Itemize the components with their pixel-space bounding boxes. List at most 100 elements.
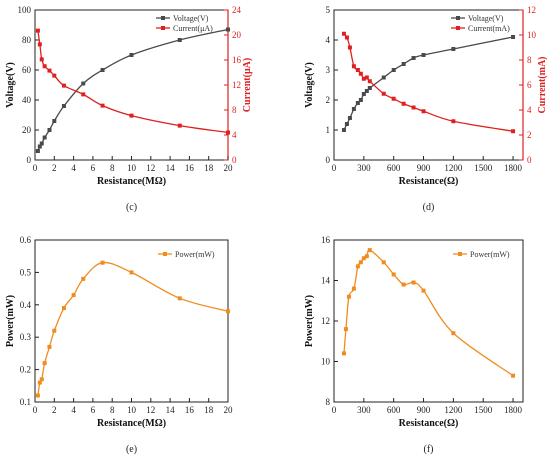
data-point	[401, 282, 406, 287]
x-tick-label: 1500	[474, 405, 493, 415]
data-point	[355, 101, 360, 105]
panel-label: (f)	[424, 444, 434, 455]
y2-tick-label: 8	[527, 55, 532, 65]
y-tick-label: 2	[326, 95, 331, 105]
x-tick-label: 14	[166, 163, 176, 173]
data-point	[367, 79, 372, 84]
data-point	[35, 28, 40, 33]
data-point	[35, 149, 40, 153]
data-point	[42, 64, 47, 69]
data-point	[391, 272, 396, 277]
legend-swatch-marker	[161, 26, 165, 30]
data-point	[61, 104, 66, 108]
y-axis-title: Voltage(V)	[304, 62, 315, 108]
y-tick-label: 0	[27, 155, 32, 165]
data-point	[177, 296, 182, 301]
data-point	[361, 256, 366, 261]
y-tick-label: 1	[326, 125, 331, 135]
data-point	[341, 128, 346, 132]
panel-label: (e)	[126, 444, 137, 455]
x-tick-label: 12	[146, 405, 155, 415]
x-tick-label: 300	[357, 163, 371, 173]
legend-swatch-marker	[161, 16, 165, 20]
y-tick-label: 60	[22, 65, 32, 75]
data-point	[451, 119, 456, 124]
data-point	[226, 130, 230, 135]
data-point	[421, 109, 426, 114]
legend-label: Power(mW)	[470, 250, 510, 259]
plot-frame	[34, 239, 229, 403]
x-tick-label: 1500	[474, 163, 493, 173]
data-point	[100, 68, 105, 72]
data-point	[358, 260, 363, 265]
data-point	[358, 71, 363, 76]
data-point	[381, 75, 386, 80]
x-tick-label: 0	[332, 405, 337, 415]
y2-axis-title: Current(mA)	[537, 56, 548, 113]
panel-label: (d)	[423, 202, 435, 213]
x-tick-label: 18	[204, 163, 214, 173]
data-point	[511, 35, 516, 39]
y-tick-label: 100	[18, 5, 32, 15]
y-tick-label: 4	[326, 35, 331, 45]
y-tick-label: 40	[22, 95, 32, 105]
data-point	[52, 73, 57, 78]
x-tick-label: 18	[204, 405, 214, 415]
data-point	[421, 288, 426, 293]
y-tick-label: 0.3	[20, 332, 32, 342]
y2-tick-label: 0	[232, 155, 237, 165]
chart-panel-e: 0 2 4 6 8 10 12 14 16 18 20 0.1 0.2 0.3 0.4 0.5 0.6 Resis…	[5, 235, 233, 455]
x-tick-label: 6	[91, 405, 96, 415]
series-0	[341, 248, 516, 378]
x-axis-title: Resistance(MΩ)	[97, 418, 166, 429]
data-point	[451, 47, 456, 51]
data-point	[411, 280, 416, 285]
x-tick-label: 1800	[504, 405, 523, 415]
data-point	[35, 393, 40, 398]
data-point	[341, 351, 346, 356]
data-point	[61, 306, 66, 311]
x-tick-label: 600	[387, 405, 401, 415]
chart-panel-d: 0 300 600 900 1200 1500 1800012345024681012Res…	[304, 5, 548, 213]
data-point	[351, 64, 356, 69]
x-tick-label: 0	[33, 405, 38, 415]
data-point	[361, 92, 366, 96]
data-point	[81, 81, 86, 86]
y-tick-label: 0.4	[20, 300, 32, 310]
series-line	[37, 28, 229, 152]
y2-tick-label: 10	[527, 30, 537, 40]
data-point	[52, 328, 57, 333]
data-point	[226, 309, 230, 314]
x-axis-title: Resistance(Ω)	[399, 176, 459, 187]
data-point	[47, 344, 52, 349]
data-point	[100, 260, 105, 265]
data-point	[100, 103, 105, 108]
data-point	[351, 107, 356, 111]
series-line	[343, 36, 514, 131]
series-line	[37, 261, 229, 396]
data-point	[347, 45, 352, 50]
y-tick-label: 0	[326, 155, 331, 165]
legend-label: Current(μA)	[173, 24, 213, 33]
data-point	[52, 119, 57, 123]
x-tick-label: 1200	[444, 405, 463, 415]
y2-axis-title: Current(μA)	[242, 58, 253, 112]
y2-tick-label: 8	[232, 105, 237, 115]
series-1	[341, 31, 516, 134]
y-tick-label: 0.2	[20, 365, 31, 375]
data-point	[421, 53, 426, 57]
y2-tick-label: 12	[232, 80, 241, 90]
y2-tick-label: 12	[527, 5, 536, 15]
y-tick-label: 14	[321, 276, 331, 286]
data-point	[81, 276, 86, 281]
data-point	[341, 31, 346, 36]
data-point	[39, 57, 44, 62]
data-point	[347, 116, 352, 120]
series-0	[35, 27, 230, 153]
data-point	[39, 141, 44, 146]
y-tick-label: 0.6	[20, 235, 32, 245]
x-tick-label: 0	[33, 163, 38, 173]
data-point	[344, 35, 349, 40]
y-tick-label: 20	[22, 125, 32, 135]
y2-tick-label: 6	[527, 80, 532, 90]
